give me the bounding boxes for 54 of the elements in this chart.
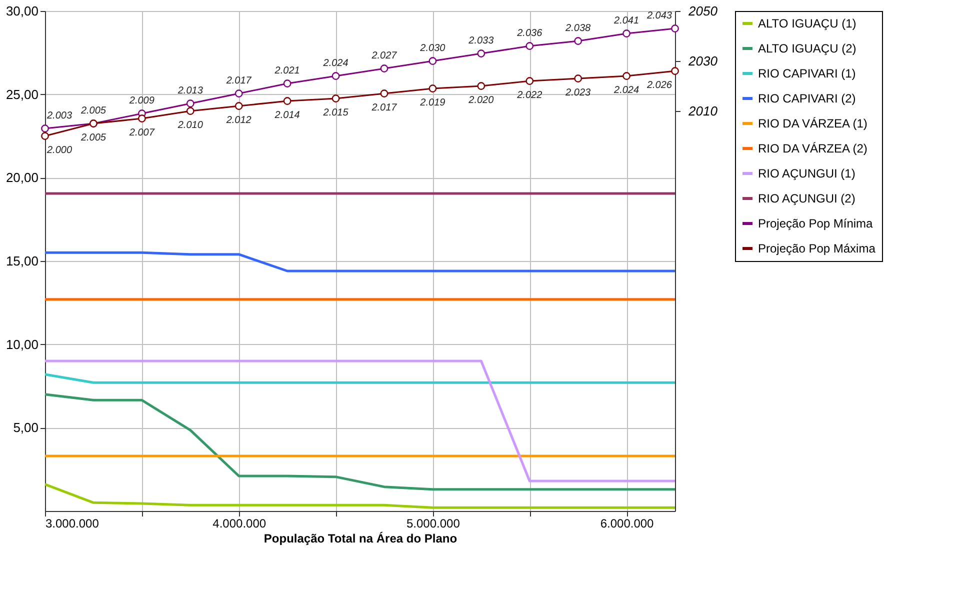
y-tick-label: 10,00 <box>6 336 38 352</box>
legend-label: ALTO IGUAÇU (1) <box>758 16 856 30</box>
data-label: 2.026 <box>646 80 672 91</box>
data-label: 2.024 <box>613 85 640 96</box>
data-label: 2.015 <box>322 108 349 118</box>
data-label: 2.038 <box>564 23 592 34</box>
data-label: 2.009 <box>128 96 155 106</box>
legend-label: Projeção Pop Máxima <box>758 242 876 256</box>
y2-tick-label: 2030 <box>688 54 718 68</box>
legend-label: Projeção Pop Mínima <box>758 216 874 230</box>
legend-label: RIO DA VÁRZEA (1) <box>758 116 868 130</box>
x-tick-label: 6.000.000 <box>600 516 654 530</box>
data-label: 2.027 <box>370 50 398 62</box>
data-label: 2.022 <box>516 90 543 101</box>
data-label: 2.005 <box>80 132 106 144</box>
legend-label: RIO CAPIVARI (1) <box>758 66 856 80</box>
data-label: 2.014 <box>274 110 300 121</box>
data-label: 2.010 <box>176 120 204 131</box>
data-label: 2.017 <box>370 102 398 114</box>
x-tick-label: 5.000.000 <box>406 516 460 530</box>
data-label: 2.020 <box>468 95 494 106</box>
line-series <box>44 483 676 509</box>
y-tick-label: 25,00 <box>6 86 38 102</box>
y-tick-label: 30,00 <box>6 4 38 18</box>
data-label: 2.023 <box>564 88 592 98</box>
data-label: 2.017 <box>225 76 252 86</box>
y-tick-label: 5,00 <box>13 420 38 436</box>
y2-tick-label: 2050 <box>688 4 718 18</box>
x-tick-label: 4.000.000 <box>212 516 266 530</box>
data-label: 2.021 <box>274 66 300 76</box>
data-label: 2.003 <box>46 110 72 122</box>
line-series <box>44 393 676 491</box>
data-label: 2.024 <box>322 58 349 69</box>
legend-label: RIO DA VÁRZEA (2) <box>758 142 868 156</box>
data-label: 2.033 <box>468 36 494 46</box>
y-tick-label: 15,00 <box>6 254 38 268</box>
data-label: 2.000 <box>46 145 72 156</box>
y2-tick-label: 2010 <box>688 104 718 118</box>
data-label: 2.043 <box>646 10 672 22</box>
data-label: 2.005 <box>80 106 106 116</box>
x-axis-title: População Total na Área do Plano <box>264 532 458 546</box>
data-label: 2.007 <box>128 128 155 138</box>
data-label: 2.041 <box>613 16 640 26</box>
y-tick-label: 20,00 <box>6 170 38 186</box>
data-label: 2.036 <box>516 28 543 39</box>
data-label: 2.019 <box>419 98 446 108</box>
legend-label: RIO AÇUNGUI (1) <box>758 166 856 180</box>
legend-label: RIO AÇUNGUI (2) <box>758 192 856 206</box>
x-tick-label: 3.000.000 <box>46 516 100 530</box>
legend-label: RIO CAPIVARI (2) <box>758 92 856 106</box>
data-label: 2.012 <box>225 115 252 126</box>
legend-label: ALTO IGUAÇU (2) <box>758 42 856 56</box>
data-label: 2.030 <box>419 43 446 54</box>
data-label: 2.013 <box>176 86 204 96</box>
